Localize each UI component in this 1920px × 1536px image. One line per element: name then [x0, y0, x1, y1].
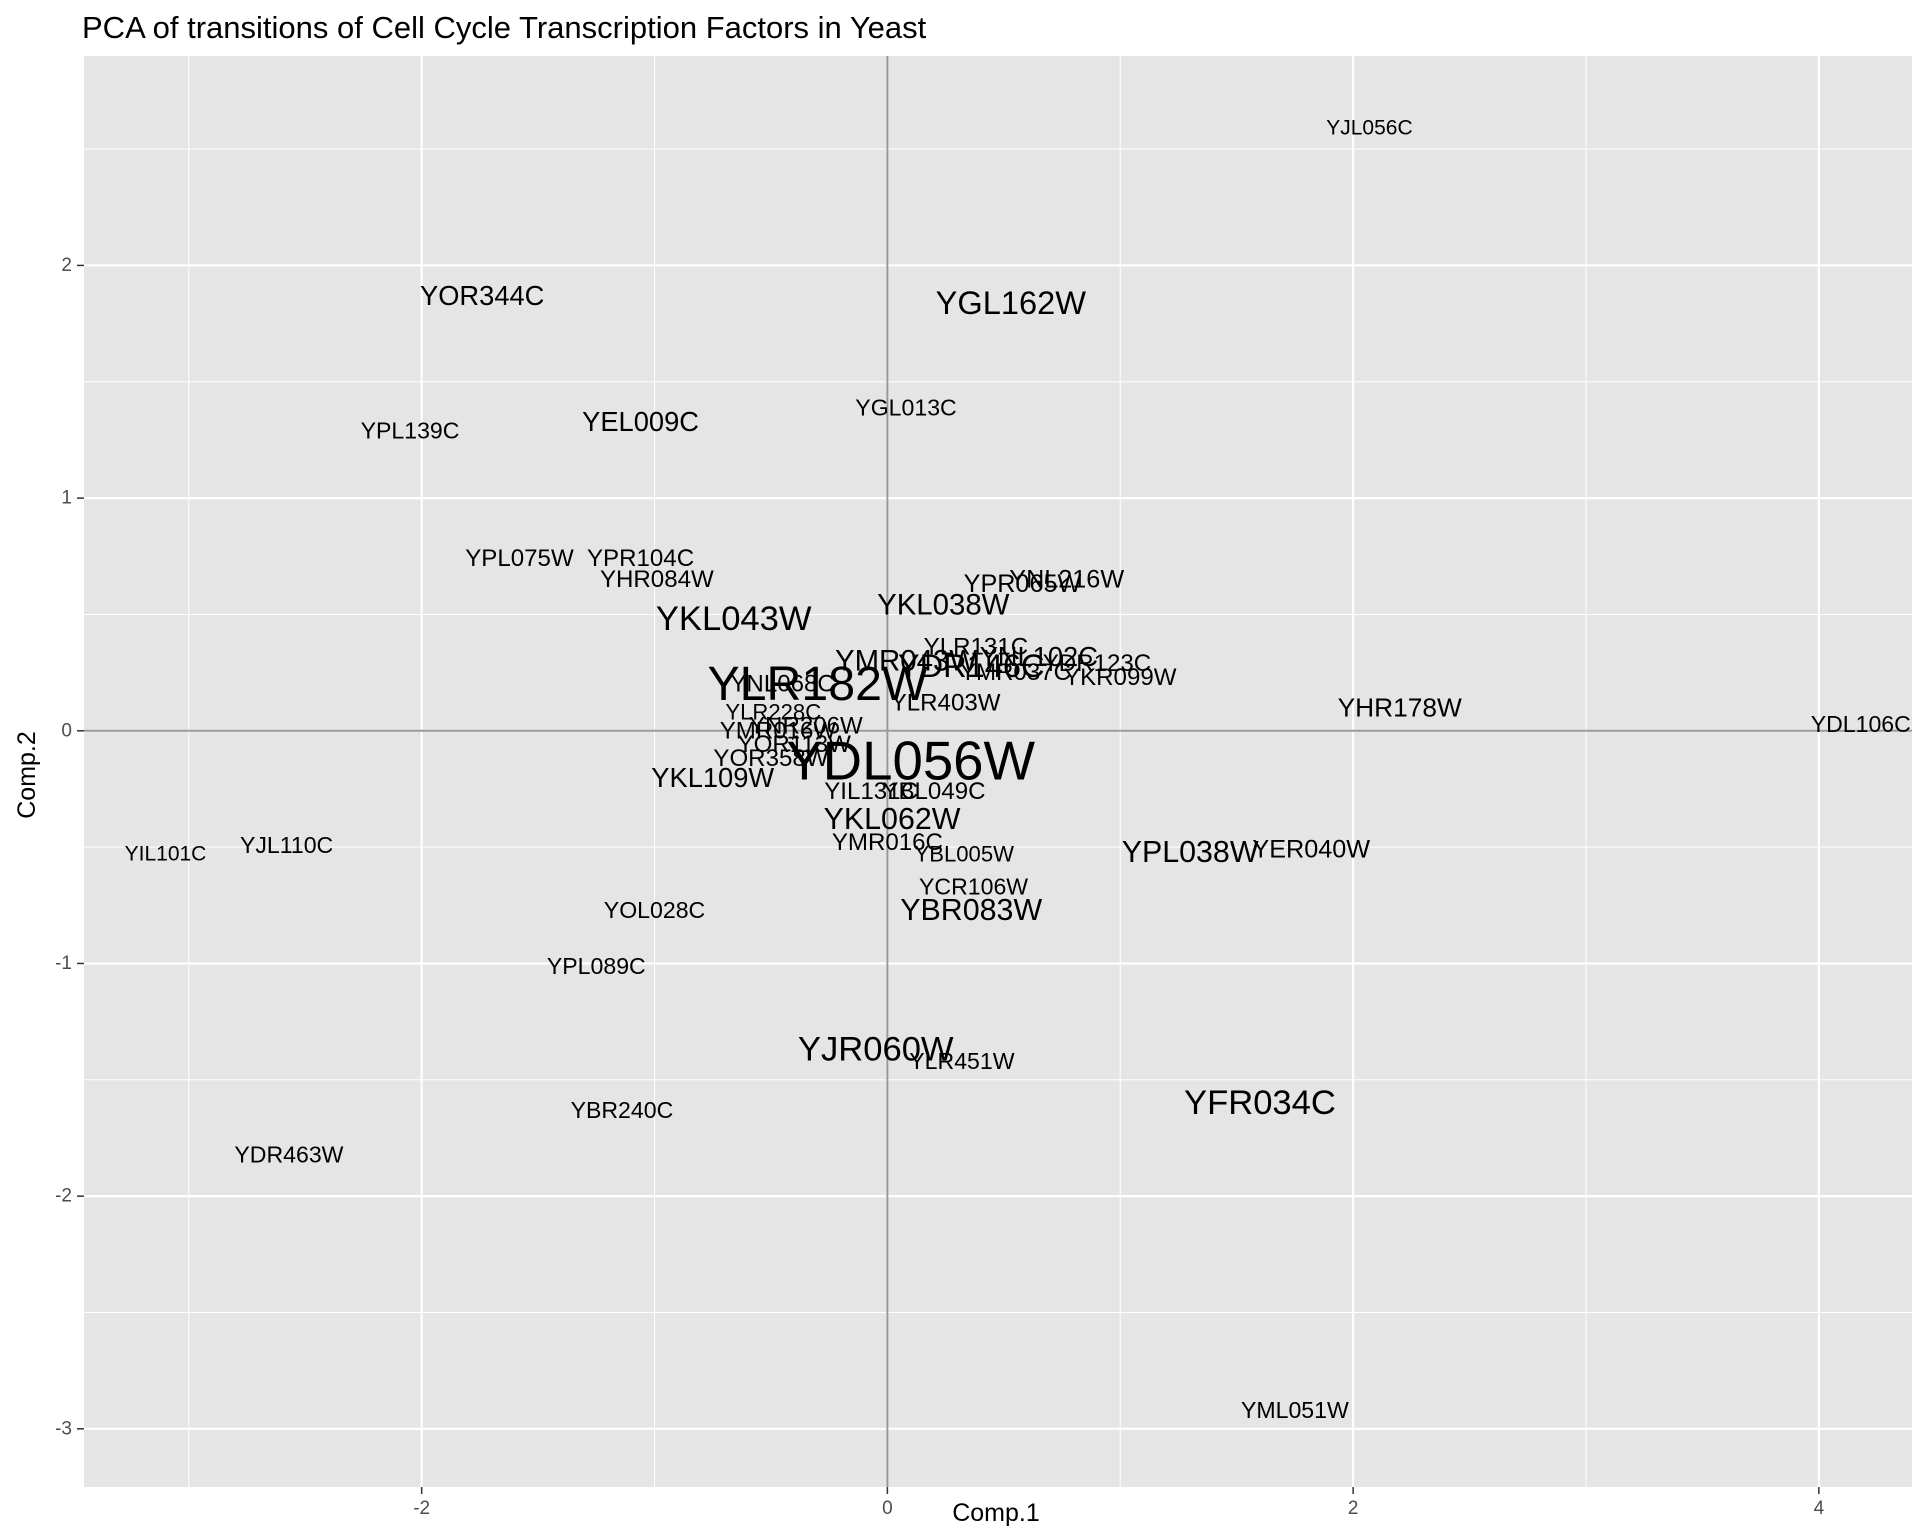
point-label-yfr034c: YFR034C: [1184, 1084, 1336, 1122]
point-label-yjl056c: YJL056C: [1326, 117, 1412, 140]
point-label-ykl038w: YKL038W: [877, 589, 1010, 622]
x-tick-label: 4: [1814, 1498, 1825, 1519]
point-label-yer040w: YER040W: [1252, 835, 1370, 863]
chart-title: PCA of transitions of Cell Cycle Transcr…: [82, 10, 927, 45]
point-label-yil101c: YIL101C: [125, 843, 207, 866]
point-label-ydr463w: YDR463W: [234, 1141, 343, 1167]
point-label-yjr060w: YJR060W: [798, 1031, 954, 1069]
point-label-ypl139c: YPL139C: [361, 418, 460, 444]
minor-gridlines: [84, 56, 1912, 1487]
x-tick-label: 2: [1348, 1498, 1359, 1519]
point-label-ybr240c: YBR240C: [571, 1097, 674, 1123]
point-label-ycr106w: YCR106W: [919, 874, 1028, 900]
y-tick-label: 2: [61, 255, 72, 276]
point-label-yel009c: YEL009C: [582, 406, 699, 437]
point-label-ykl062w: YKL062W: [824, 802, 961, 836]
y-tick-label: -1: [55, 953, 72, 974]
point-label-ymr037c: YMR037C: [960, 659, 1071, 686]
point-label-ymr016c: YMR016C: [832, 829, 943, 856]
point-label-ygl013c: YGL013C: [855, 394, 956, 420]
x-axis-title: Comp.1: [952, 1499, 1040, 1527]
point-label-ydr123c: YDR123C: [1043, 650, 1151, 677]
point-label-ylr451w: YLR451W: [909, 1048, 1014, 1074]
point-label-ypl038w: YPL038W: [1122, 835, 1259, 869]
point-label-ybr083w: YBR083W: [900, 893, 1042, 927]
point-label-ybl049c: YBL049C: [882, 778, 985, 805]
x-tick-label: 0: [882, 1498, 893, 1519]
point-label-ykl043w: YKL043W: [656, 600, 812, 638]
point-label-ygl162w: YGL162W: [936, 284, 1087, 321]
point-label-ydl106c: YDL106C: [1811, 711, 1911, 737]
point-label-ymr043w: YMR043W: [835, 644, 977, 677]
point-label-yil131c: YIL131C: [824, 778, 918, 805]
y-axis-title: Comp.2: [13, 731, 41, 819]
y-tick-label: -3: [55, 1418, 72, 1439]
reference-lines: [84, 56, 1912, 1487]
y-tick-label: 0: [61, 720, 72, 741]
point-label-yol028c: YOL028C: [604, 897, 705, 923]
point-label-ypr065w: YPR065W: [964, 570, 1082, 598]
point-label-ymr016w: YMR016W: [720, 717, 837, 744]
point-label-ynl102c: YNL102C: [980, 641, 1098, 672]
point-label-yor358w: YOR358W: [713, 745, 828, 772]
x-tick-label: -2: [413, 1498, 430, 1519]
point-label-ylr228c: YLR228C: [725, 700, 821, 725]
point-label-yhr084w: YHR084W: [600, 566, 714, 593]
point-label-ypl075w: YPL075W: [465, 545, 574, 572]
point-label-ydl056w: YDL056W: [786, 731, 1035, 792]
point-label-yor113w: YOR113W: [738, 731, 852, 758]
point-label-ypl089c: YPL089C: [547, 953, 646, 979]
point-label-ydr146c: YDR146C: [898, 647, 1045, 684]
point-label-ykl109w: YKL109W: [651, 762, 774, 793]
point-label-ylr182w: YLR182W: [707, 657, 928, 711]
point-label-ylr403w: YLR403W: [891, 689, 1001, 716]
point-label-ynl216w: YNL216W: [1009, 566, 1124, 594]
point-labels: YJL056C YOR344C YGL162W YGL013C YEL009C YPL13…: [125, 117, 1911, 1424]
point-label-ylr131c: YLR131C: [924, 634, 1028, 661]
y-tick-label: 1: [61, 488, 72, 509]
point-label-ypr104c: YPR104C: [587, 545, 694, 572]
point-label-yjl110c: YJL110C: [240, 832, 333, 858]
y-tick-label: -2: [55, 1186, 72, 1207]
point-label-ykr099w: YKR099W: [1064, 664, 1177, 691]
point-label-yor344c: YOR344C: [420, 280, 544, 311]
point-label-yml051w: YML051W: [1241, 1397, 1349, 1423]
point-label-ynl068c: YNL068C: [730, 671, 834, 698]
point-label-ynr206w: YNR206W: [749, 713, 863, 740]
x-axis-ticks: -2 0 2 4: [413, 1487, 1825, 1519]
point-label-yhr178w: YHR178W: [1338, 693, 1462, 723]
point-label-ybl005w: YBL005W: [914, 842, 1014, 867]
plot-panel: [84, 56, 1912, 1487]
y-axis-ticks: -3 -2 -1 0 1 2: [55, 255, 84, 1439]
